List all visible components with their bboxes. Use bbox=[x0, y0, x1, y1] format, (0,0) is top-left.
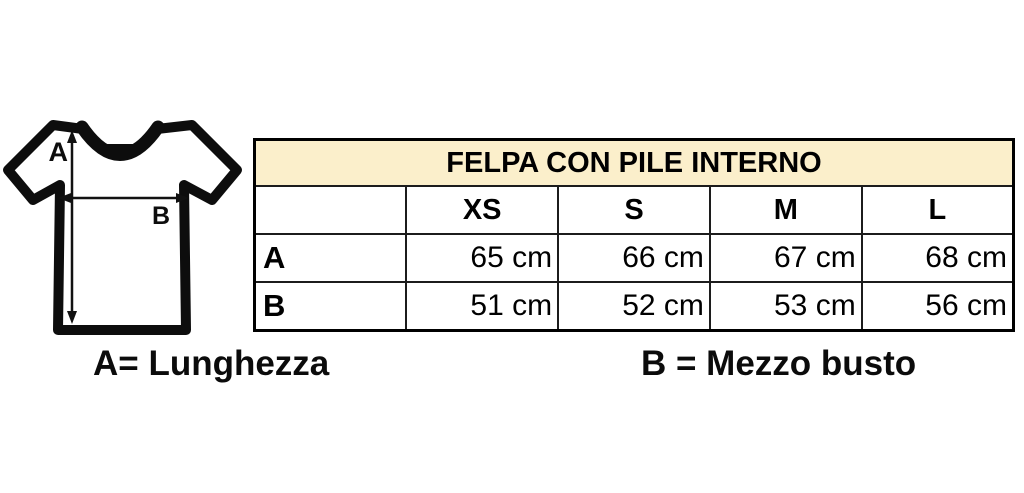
cell-b-s: 52 cm bbox=[557, 281, 711, 332]
table-header-row: XS S M L bbox=[253, 185, 1015, 235]
column-header-xs: XS bbox=[405, 185, 560, 235]
arrow-a-label: A bbox=[49, 137, 69, 167]
size-table: FELPA CON PILE INTERNO XS S M L A 65 cm … bbox=[253, 138, 1015, 332]
tshirt-label-tag bbox=[106, 144, 136, 154]
table-row-a: A 65 cm 66 cm 67 cm 68 cm bbox=[253, 233, 1015, 283]
length-arrow-a: A bbox=[49, 130, 77, 324]
row-label-b: B bbox=[253, 281, 408, 332]
legend-half-chest: B = Mezzo busto bbox=[641, 344, 917, 383]
corner-cell bbox=[253, 185, 408, 235]
table-row-b: B 51 cm 52 cm 53 cm 56 cm bbox=[253, 281, 1015, 332]
cell-a-xs: 65 cm bbox=[405, 233, 560, 283]
column-header-m: M bbox=[708, 185, 863, 235]
table-title: FELPA CON PILE INTERNO bbox=[253, 138, 1015, 187]
cell-a-s: 66 cm bbox=[557, 233, 711, 283]
tshirt-icon: A B bbox=[3, 120, 242, 335]
column-header-l: L bbox=[860, 185, 1015, 235]
cell-b-m: 53 cm bbox=[708, 281, 863, 332]
cell-b-xs: 51 cm bbox=[405, 281, 560, 332]
row-label-a: A bbox=[253, 233, 408, 283]
column-header-s: S bbox=[557, 185, 711, 235]
cell-a-l: 68 cm bbox=[860, 233, 1015, 283]
cell-a-m: 67 cm bbox=[708, 233, 863, 283]
table-title-row: FELPA CON PILE INTERNO bbox=[253, 138, 1015, 187]
legend-length: A= Lunghezza bbox=[93, 344, 330, 383]
tshirt-collar bbox=[75, 120, 165, 161]
arrow-b-label: B bbox=[152, 202, 170, 230]
half-chest-arrow-b: B bbox=[58, 193, 189, 230]
cell-b-l: 56 cm bbox=[860, 281, 1015, 332]
